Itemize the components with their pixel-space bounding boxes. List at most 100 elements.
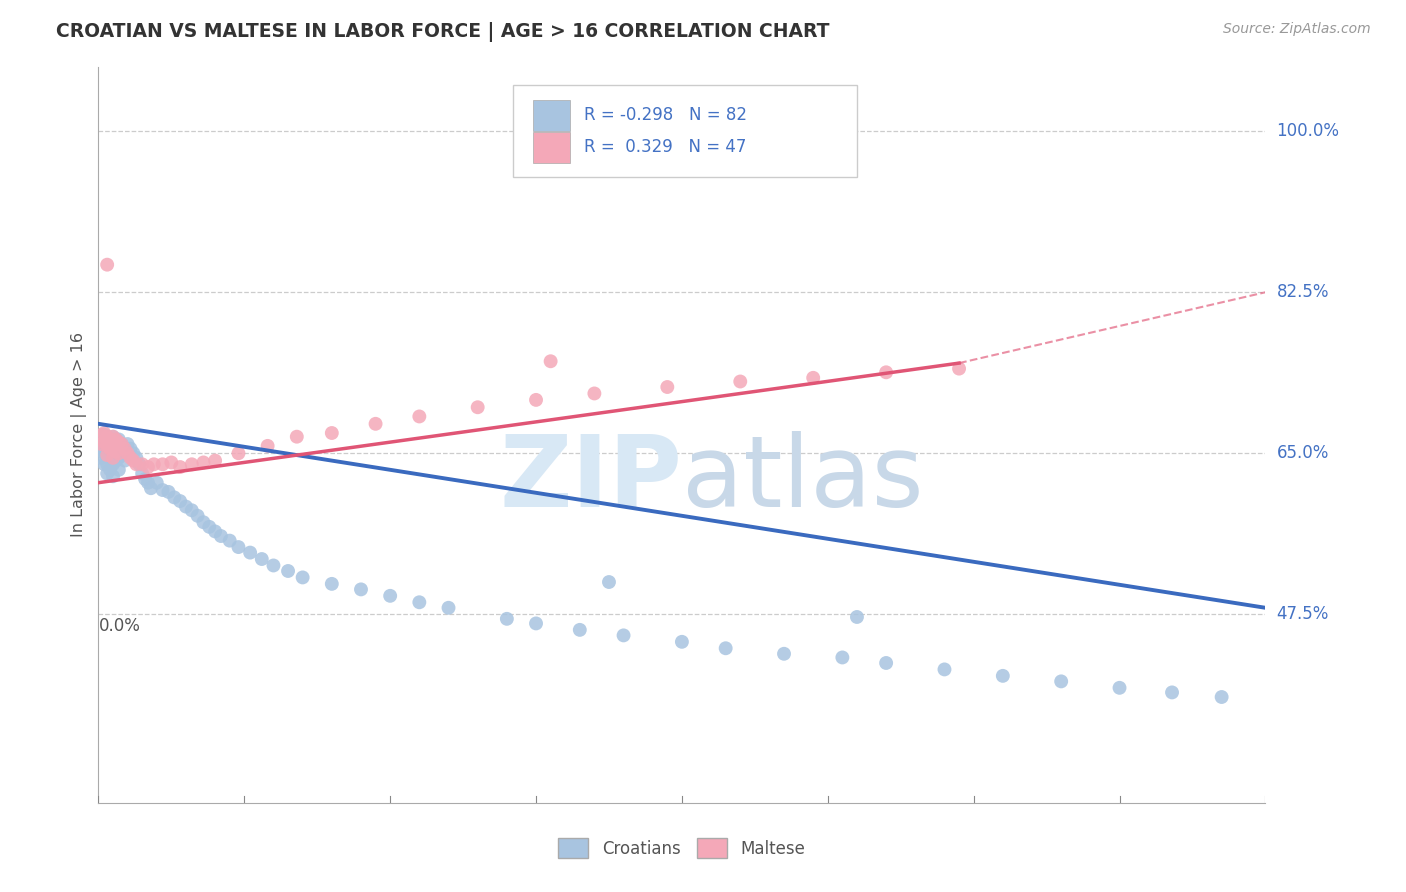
Point [98,442,121,456]
Point [437,600,460,615]
Point [583,386,606,401]
Point [96,430,118,444]
Point [239,545,262,560]
Point [467,401,489,415]
Point [408,595,430,609]
Point [142,457,165,471]
Point [111,448,134,462]
Point [108,442,131,456]
Text: R = -0.298   N = 82: R = -0.298 N = 82 [583,106,747,125]
Point [104,433,127,447]
Point [152,457,174,471]
Point [831,650,853,665]
Point [111,437,134,451]
Point [101,439,124,453]
Point [714,641,737,656]
Point [875,656,897,670]
Point [104,433,127,447]
Point [125,450,148,465]
Point [180,503,202,517]
Point [101,450,124,465]
Point [291,570,314,584]
Text: Source: ZipAtlas.com: Source: ZipAtlas.com [1223,22,1371,37]
Point [114,453,136,467]
Point [364,417,387,431]
Point [96,258,118,272]
Point [117,446,139,460]
Text: 100.0%: 100.0% [1277,122,1340,140]
Point [90,450,112,465]
Point [160,455,183,469]
Point [111,437,134,451]
Point [187,508,209,523]
Point [198,520,221,534]
Point [1050,674,1073,689]
Point [93,457,115,471]
Point [114,442,136,456]
Point [846,610,869,624]
Point [321,577,343,591]
Point [612,628,634,642]
Point [90,433,112,447]
Point [657,380,679,394]
Point [98,442,121,456]
Point [131,457,153,471]
Text: 47.5%: 47.5% [1277,606,1329,624]
Point [120,442,142,456]
Point [93,437,115,451]
Point [180,457,202,471]
Point [108,446,131,460]
Text: ZIP: ZIP [499,431,682,527]
Point [157,484,180,499]
Point [1108,681,1130,695]
Point [671,635,693,649]
Point [801,371,824,385]
Point [250,552,273,566]
Text: 82.5%: 82.5% [1277,284,1329,301]
Point [136,460,159,475]
Point [380,589,402,603]
Point [934,662,956,676]
Point [101,448,124,462]
Point [408,409,430,424]
Point [163,491,186,505]
Point [169,494,191,508]
Point [98,463,121,477]
Text: 65.0%: 65.0% [1277,444,1329,462]
Point [120,450,142,465]
Point [93,435,115,450]
Point [104,453,127,467]
FancyBboxPatch shape [513,86,856,178]
Point [496,612,519,626]
Point [101,430,124,444]
Point [228,540,250,554]
Point [101,457,124,471]
Point [101,430,124,444]
Point [1161,685,1184,699]
Point [98,450,121,465]
Point [1211,690,1233,704]
Point [90,442,112,456]
Point [104,444,127,458]
Point [152,483,174,497]
Point [540,354,562,368]
Point [204,524,226,539]
Point [134,472,156,486]
Point [524,616,547,631]
Point [598,574,620,589]
Point [117,437,139,451]
Point [98,433,121,447]
Point [128,457,150,471]
Point [209,529,232,543]
Point [104,442,127,456]
Point [96,448,118,462]
Point [730,375,752,389]
Point [96,467,118,481]
Point [96,430,118,444]
FancyBboxPatch shape [533,100,569,131]
Point [321,425,343,440]
Point [256,439,278,453]
Point [98,433,121,447]
Point [96,439,118,453]
Point [193,515,215,529]
